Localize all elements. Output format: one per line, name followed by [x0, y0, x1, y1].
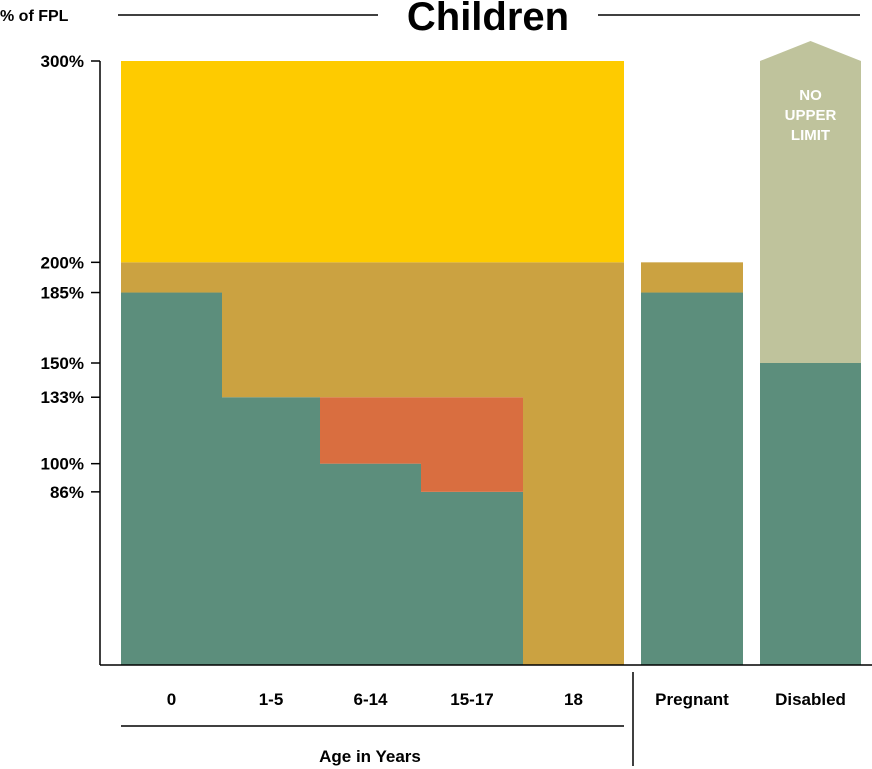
x-tick-labels: 0 1-5 6-14 15-17 18 Pregnant Disabled: [167, 690, 846, 709]
y-tick-label: 150%: [41, 354, 84, 373]
bar-segment-0-185-200: [121, 262, 222, 293]
bar-segment-pregnant-0-185: [641, 292, 743, 665]
x-tick-label: 1-5: [259, 690, 284, 709]
bar-segment-1517-200-300: [421, 61, 523, 263]
bar-segment-15-0-133: [222, 397, 320, 665]
bar-segment-disabled-0-150: [760, 363, 861, 665]
y-tick-label: 300%: [41, 52, 84, 71]
x-tick-label: 0: [167, 690, 176, 709]
bar-segment-18-0-200: [523, 262, 624, 665]
bar-segment-0-0-185: [121, 292, 222, 665]
y-tick-label: 100%: [41, 455, 84, 474]
bar-segment-1517-86-133: [421, 397, 523, 492]
bar-segment-15-133-200: [222, 262, 320, 398]
x-tick-label: Disabled: [775, 690, 846, 709]
y-tick-label: 185%: [41, 284, 84, 303]
y-tick-label: 133%: [41, 388, 84, 407]
bar-segment-614-0-100: [320, 463, 421, 665]
x-tick-label: Pregnant: [655, 690, 729, 709]
x-tick-label: 18: [564, 690, 583, 709]
bar-segment-18-200-300: [523, 61, 624, 263]
annotation-line: NO: [799, 87, 822, 104]
y-tick-label: 200%: [41, 253, 84, 272]
bar-segment-1517-133-200: [421, 262, 523, 398]
y-axis-label: % of FPL: [0, 8, 69, 25]
bar-segment-1517-0-86: [421, 491, 523, 665]
no-upper-limit-annotation: NO UPPER LIMIT: [785, 87, 837, 144]
bar-segment-614-100-133: [320, 397, 421, 464]
x-tick-label: 6-14: [353, 690, 388, 709]
x-tick-label: 15-17: [450, 690, 493, 709]
bar-segment-15-200-300: [222, 61, 320, 263]
chart-title: Children: [407, 0, 569, 39]
bar-segment-614-133-200: [320, 262, 421, 398]
y-ticks: 300% 200% 185% 150% 133% 100% 86%: [41, 52, 100, 502]
bar-segment-disabled-unbounded: [760, 41, 861, 363]
bar-segment-0-200-300: [121, 61, 222, 263]
bar-segment-614-200-300: [320, 61, 421, 263]
x-axis-label: Age in Years: [319, 747, 421, 766]
annotation-line: LIMIT: [791, 127, 830, 144]
bar-segments: [121, 41, 861, 665]
annotation-line: UPPER: [785, 107, 837, 124]
y-tick-label: 86%: [50, 483, 84, 502]
bar-segment-pregnant-185-200: [641, 262, 743, 293]
